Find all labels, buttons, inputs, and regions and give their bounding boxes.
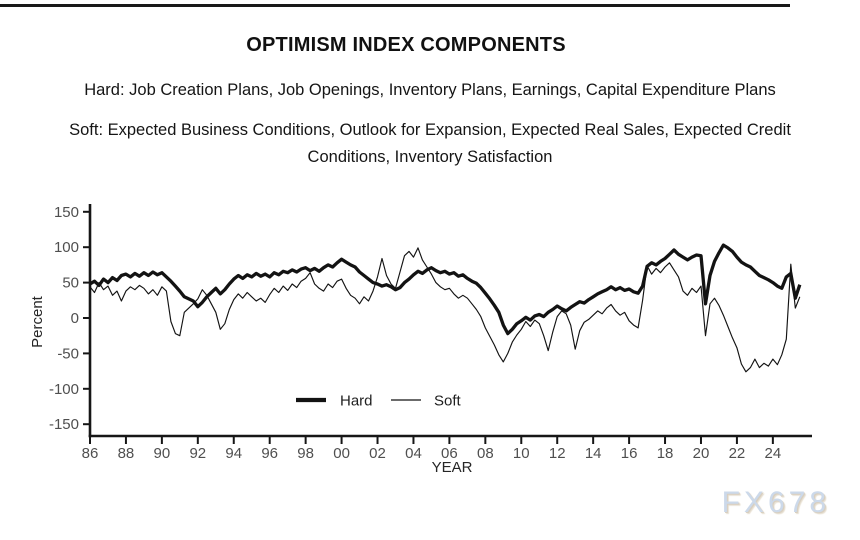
x-tick-label: 18 xyxy=(657,445,674,462)
top-rule xyxy=(0,4,790,7)
chart-title: OPTIMISM INDEX COMPONENTS xyxy=(246,34,566,56)
x-tick-label: 20 xyxy=(693,445,710,462)
x-tick-label: 08 xyxy=(477,445,494,462)
x-tick-label: 92 xyxy=(189,445,206,462)
y-tick-label: 50 xyxy=(62,275,79,292)
x-tick-label: 98 xyxy=(297,445,314,462)
x-tick-label: 02 xyxy=(369,445,386,462)
x-axis-title: YEAR xyxy=(432,459,473,476)
soft-line xyxy=(89,247,801,373)
x-tick-label: 06 xyxy=(441,445,458,462)
legend-soft-label: Soft xyxy=(434,393,462,410)
y-tick-label: 100 xyxy=(54,239,79,256)
y-tick-label: 150 xyxy=(54,204,79,221)
x-tick-label: 94 xyxy=(225,445,242,462)
x-tick-label: 88 xyxy=(118,445,135,462)
fx678-watermark: FX678 xyxy=(721,486,830,519)
hard-line xyxy=(89,243,802,336)
x-tick-label: 04 xyxy=(405,445,422,462)
x-tick-label: 00 xyxy=(333,445,350,462)
y-tick-label: -150 xyxy=(49,416,79,433)
y-tick-label: -50 xyxy=(57,345,79,362)
y-tick-label: 0 xyxy=(71,310,79,327)
legend-hard-label: Hard xyxy=(340,393,373,410)
x-tick-label: 24 xyxy=(765,445,782,462)
x-tick-label: 16 xyxy=(621,445,638,462)
x-tick-label: 96 xyxy=(261,445,278,462)
hard-components-description: Hard: Job Creation Plans, Job Openings, … xyxy=(84,81,776,99)
x-tick-label: 14 xyxy=(585,445,602,462)
x-tick-label: 90 xyxy=(154,445,171,462)
x-tick-label: 10 xyxy=(513,445,530,462)
x-tick-label: 12 xyxy=(549,445,566,462)
soft-components-description: Soft: Expected Business Conditions, Outl… xyxy=(69,121,791,166)
y-axis-title: Percent xyxy=(29,295,46,348)
x-tick-label: 86 xyxy=(82,445,99,462)
y-tick-label: -100 xyxy=(49,381,79,398)
x-tick-label: 22 xyxy=(729,445,746,462)
